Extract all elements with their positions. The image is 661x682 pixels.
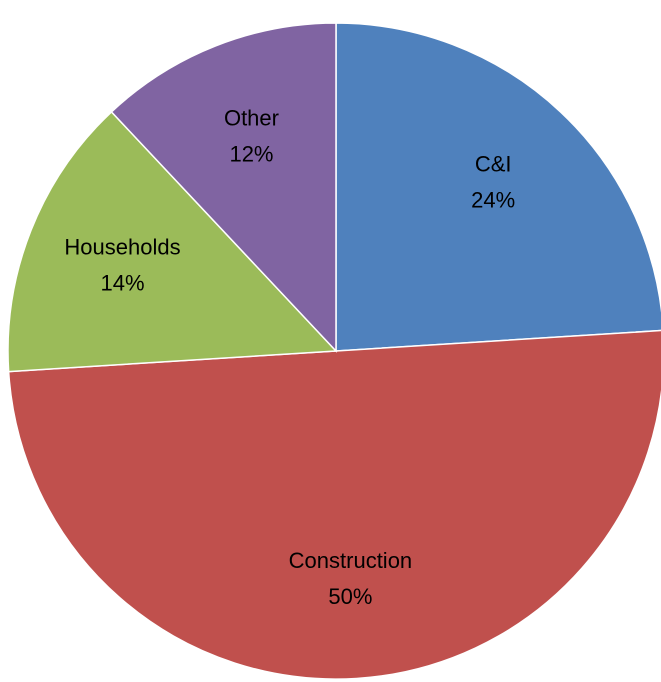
slice-value-label: 14% bbox=[100, 270, 144, 295]
pie-slice bbox=[335, 22, 661, 352]
slice-value-label: 12% bbox=[229, 141, 273, 166]
slice-label: Construction bbox=[289, 548, 413, 573]
slice-label: C&I bbox=[475, 151, 512, 176]
slice-label: Other bbox=[224, 105, 279, 130]
pie-slice bbox=[7, 329, 661, 680]
slice-value-label: 24% bbox=[471, 187, 515, 212]
slice-value-label: 50% bbox=[328, 584, 372, 609]
pie-slice bbox=[110, 22, 337, 353]
slice-label: Households bbox=[64, 234, 180, 259]
pie-slice bbox=[7, 110, 338, 373]
